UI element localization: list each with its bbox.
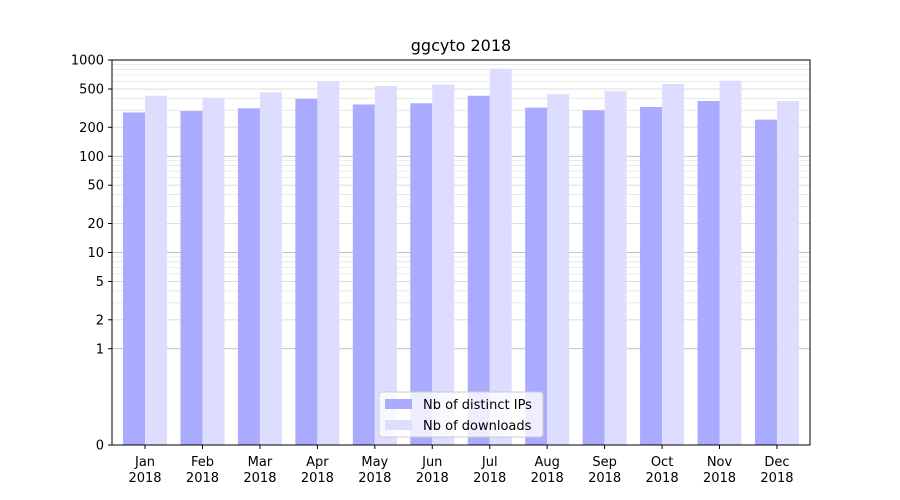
bar-oct-downloads <box>662 83 685 446</box>
bar-sep-distinct-ips <box>582 110 605 445</box>
bar-may-downloads <box>374 86 397 446</box>
bar-dec-distinct-ips <box>754 119 777 446</box>
bar-jun-distinct-ips <box>410 103 433 445</box>
y-tick-label: 10 <box>87 246 104 261</box>
y-tick-label: 2 <box>96 313 104 328</box>
y-tick-label: 5 <box>96 275 104 290</box>
y-tick-label: 50 <box>87 179 104 194</box>
y-tick-label: 200 <box>79 121 104 136</box>
x-tick-label: Apr 2018 <box>301 455 334 486</box>
y-tick-label: 100 <box>79 150 104 165</box>
x-tick-label: Nov 2018 <box>703 455 736 486</box>
bar-jul-downloads <box>489 68 512 445</box>
bar-oct-distinct-ips <box>640 106 663 445</box>
x-tick-label: Dec 2018 <box>760 455 793 486</box>
bar-aug-downloads <box>547 94 570 445</box>
bar-nov-downloads <box>719 80 742 446</box>
bar-sep-downloads <box>604 91 627 446</box>
legend-label-downloads: Nb of downloads <box>423 419 532 434</box>
bar-jan-distinct-ips <box>123 112 146 445</box>
legend-swatch-distinct-ips <box>385 399 412 409</box>
bar-feb-distinct-ips <box>180 111 203 445</box>
bar-apr-downloads <box>317 81 340 446</box>
bar-mar-downloads <box>259 92 282 445</box>
bar-may-distinct-ips <box>352 104 375 445</box>
bar-feb-downloads <box>202 97 225 445</box>
x-tick-label: Oct 2018 <box>646 455 679 486</box>
y-tick-label: 0 <box>96 439 104 454</box>
grid-lines <box>112 59 810 446</box>
x-axis: Jan 2018 Feb 2018 Mar 2018 Apr 2018 May 2018 Jun 20… <box>128 445 794 486</box>
bars <box>123 68 799 446</box>
bar-nov-distinct-ips <box>697 100 720 446</box>
legend: Nb of distinct IPs Nb of downloads <box>378 391 544 438</box>
y-tick-label: 1000 <box>71 54 104 69</box>
bar-aug-distinct-ips <box>525 107 548 445</box>
x-tick-label: Jul 2018 <box>473 455 506 486</box>
y-tick-label: 20 <box>87 217 104 232</box>
bar-jan-downloads <box>145 95 168 445</box>
x-tick-label: Jun 2018 <box>416 455 449 486</box>
y-tick-label: 500 <box>79 82 104 97</box>
x-tick-label: Sep 2018 <box>588 455 621 486</box>
x-tick-label: Feb 2018 <box>186 455 219 486</box>
bar-mar-distinct-ips <box>237 108 260 446</box>
legend-label-distinct-ips: Nb of distinct IPs <box>423 398 532 413</box>
x-tick-label: May 2018 <box>358 455 391 486</box>
bar-jun-downloads <box>432 84 455 445</box>
x-tick-label: Aug 2018 <box>531 455 564 486</box>
x-tick-label: Mar 2018 <box>243 455 276 486</box>
bar-dec-downloads <box>776 100 799 446</box>
legend-box <box>378 391 544 438</box>
bar-apr-distinct-ips <box>295 98 318 446</box>
legend-swatch-downloads <box>385 420 412 430</box>
x-tick-label: Jan 2018 <box>128 455 161 486</box>
y-axis: 0 1 2 5 10 20 50 100 200 500 1000 <box>71 54 112 454</box>
bar-jul-distinct-ips <box>467 95 490 445</box>
y-tick-label: 1 <box>96 342 104 357</box>
chart-title: ggcyto 2018 <box>411 36 511 55</box>
